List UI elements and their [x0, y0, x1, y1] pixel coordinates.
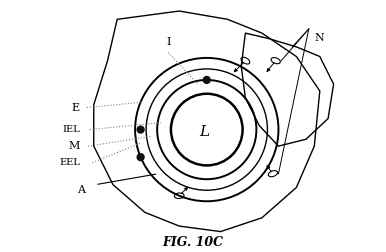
Circle shape	[137, 154, 144, 161]
Text: E: E	[72, 103, 80, 113]
Text: FIG. 10C: FIG. 10C	[163, 236, 223, 249]
Text: L: L	[199, 125, 209, 139]
Text: IEL: IEL	[62, 125, 80, 134]
Text: M: M	[69, 141, 80, 151]
Text: N: N	[314, 33, 324, 43]
Circle shape	[137, 126, 144, 133]
Circle shape	[203, 77, 210, 83]
Text: A: A	[78, 185, 85, 195]
Text: I: I	[166, 37, 171, 47]
Text: EEL: EEL	[59, 158, 80, 167]
